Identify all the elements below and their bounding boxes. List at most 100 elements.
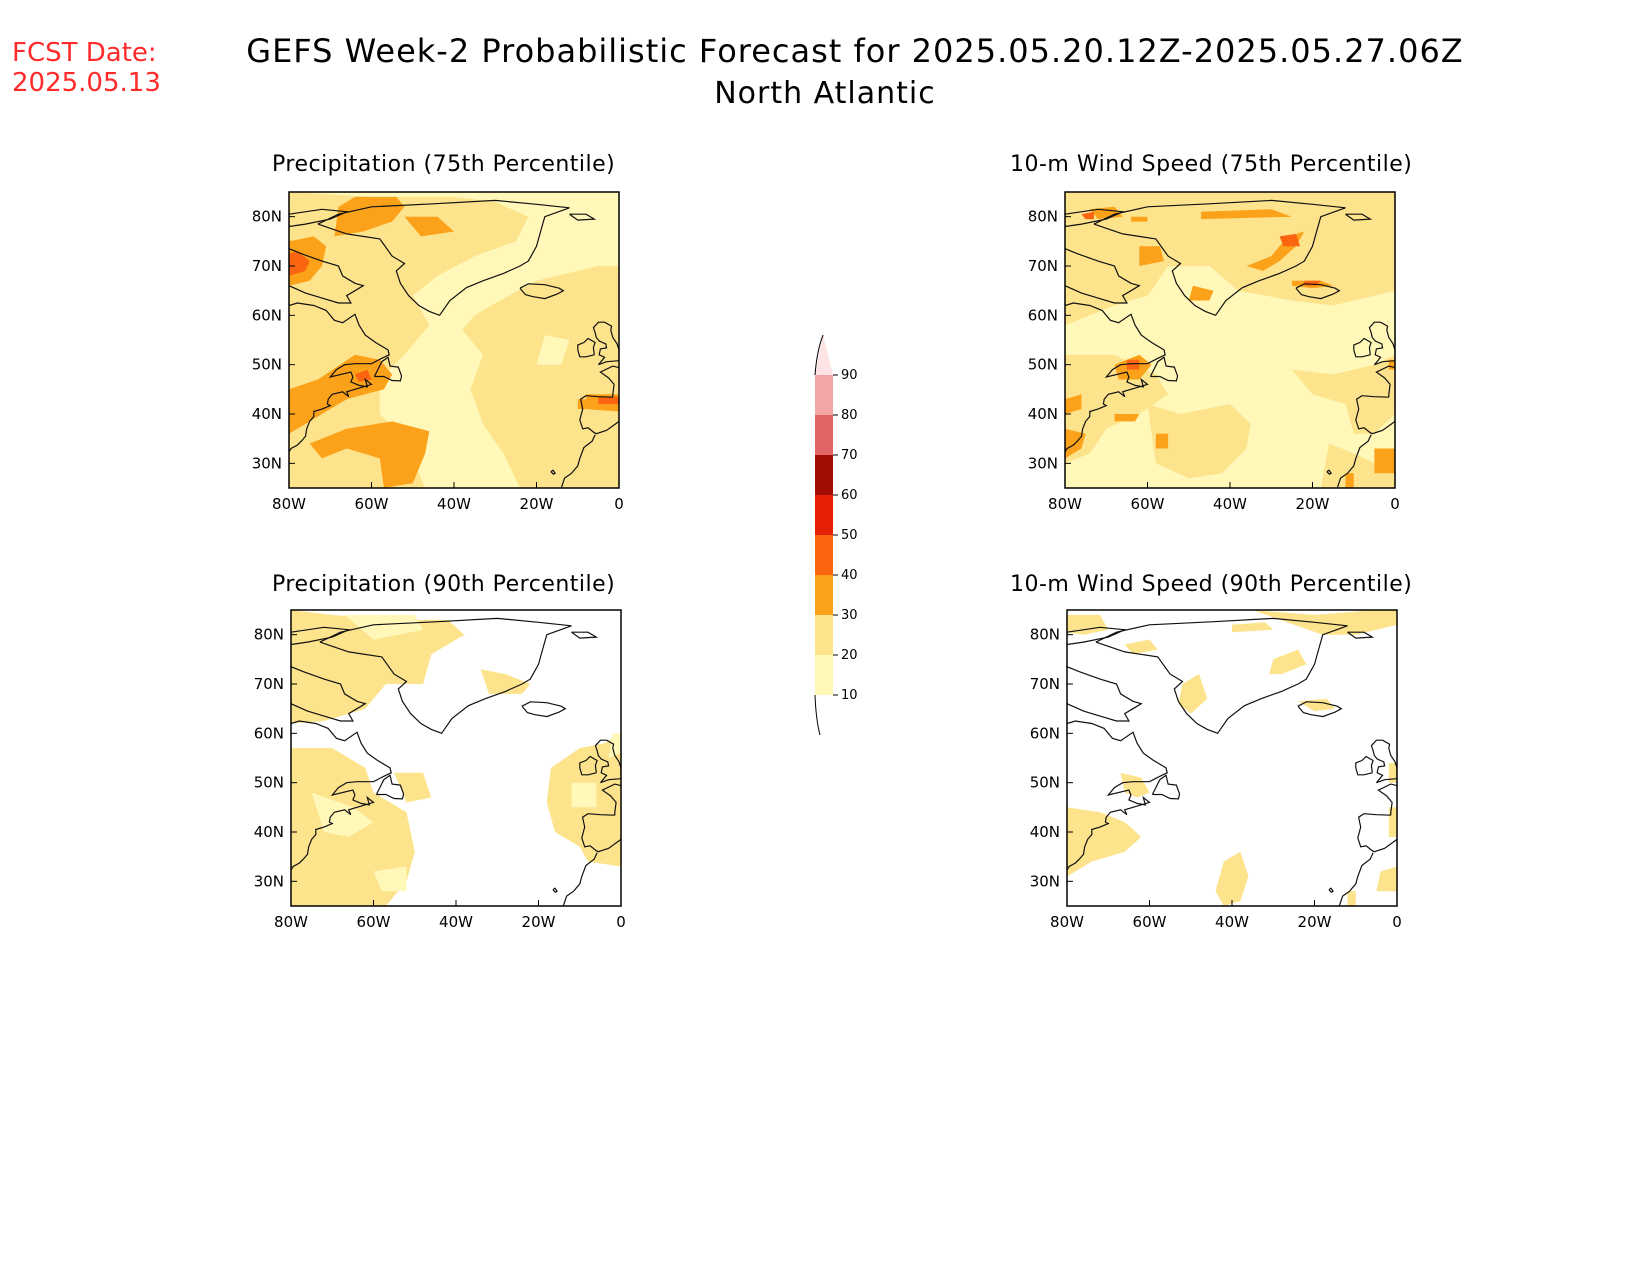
probability-shading-region [1126, 359, 1140, 370]
colorbar-segment [815, 575, 833, 615]
latitude-tick-label: 30N [254, 872, 284, 890]
probability-shading-region [1120, 772, 1150, 798]
map-panel-1: 80N 70N 60N 50N 40N 30N 80W 60W 40W 20W 0 [252, 191, 624, 513]
longitude-tick-label: 20W [1298, 913, 1332, 931]
latitude-tick-label: 40N [1030, 823, 1060, 841]
latitude-tick-label: 60N [1030, 724, 1060, 742]
coastline-ireland [1353, 337, 1372, 358]
longitude-tick-label: 80W [1048, 495, 1082, 513]
coastline-greenland [319, 617, 572, 735]
longitude-tick-label: 20W [1296, 495, 1330, 513]
longitude-tick-label: 20W [520, 495, 554, 513]
coastline-svalbard [571, 631, 599, 639]
longitude-tick-label: 40W [1215, 913, 1249, 931]
longitude-tick-label: 40W [439, 913, 473, 931]
longitude-tick-label: 80W [1050, 913, 1084, 931]
probability-shading-region [571, 782, 597, 808]
colorbar-label: 10 [841, 688, 858, 703]
colorbar-label: 90 [841, 368, 858, 383]
probability-shading-region [1147, 404, 1251, 479]
longitude-tick-label: 0 [616, 913, 626, 931]
coastline-labrador [289, 302, 390, 453]
coastline-baffin [1067, 666, 1143, 722]
probability-shading-region [1065, 394, 1082, 414]
colorbar-label: 70 [841, 448, 858, 463]
probability-shading-region [1279, 233, 1301, 247]
probability-shading-region [344, 614, 423, 640]
fcst-label: FCST Date: [12, 38, 157, 68]
probability-shading-region [495, 201, 619, 266]
coastline-ellesmere [1065, 208, 1125, 228]
coastline-africa [560, 434, 596, 488]
main-title: GEFS Week-2 Probabilistic Forecast for 2… [246, 32, 1464, 70]
probability-shading-region [355, 369, 372, 382]
colorbar-label: 80 [841, 408, 858, 423]
coastline-iceland [521, 701, 567, 718]
map-panel-2: 80N 70N 60N 50N 40N 30N 80W 60W 40W 20W 0 [1028, 191, 1400, 513]
probability-shading-region [1376, 866, 1397, 892]
probability-shading-region [1188, 285, 1214, 301]
probability-shading-region [1252, 610, 1397, 635]
colorbar-label: 60 [841, 488, 858, 503]
coastline-iceland [519, 283, 565, 300]
latitude-tick-label: 60N [252, 306, 282, 324]
coastline-france [601, 783, 621, 816]
probability-shading-region [1065, 192, 1395, 326]
latitude-tick-label: 70N [252, 257, 282, 275]
coastline-ireland [577, 337, 596, 358]
probability-shading-region [536, 335, 570, 365]
probability-shading-region [598, 396, 619, 405]
coastline-iberia [1355, 395, 1395, 435]
coastline-baffin [289, 248, 365, 304]
latitude-tick-label: 40N [1028, 405, 1058, 423]
coastline-canaries [550, 469, 556, 475]
longitude-tick-label: 0 [614, 495, 624, 513]
coastline-newfoundland [1149, 356, 1179, 382]
probability-shading-region [1178, 674, 1208, 714]
probability-shading-region [309, 421, 430, 488]
probability-shading-region [1263, 362, 1296, 390]
probability-shading-region [1269, 649, 1307, 675]
probability-shading-region [1114, 414, 1140, 422]
colorbar-segment [815, 655, 833, 695]
probability-shading-region [1347, 891, 1356, 906]
probability-shading-region [289, 192, 529, 488]
coastline-france [1377, 783, 1397, 816]
probability-shading-region [1320, 443, 1395, 488]
fcst-date: 2025.05.13 [12, 68, 161, 98]
probability-shading-region [1388, 807, 1397, 837]
probability-shading-region [1124, 639, 1158, 655]
coastline-iceland [1297, 701, 1343, 718]
longitude-tick-label: 40W [437, 495, 471, 513]
probability-shading-region [1388, 762, 1397, 783]
longitude-tick-label: 60W [357, 913, 391, 931]
latitude-tick-label: 30N [1028, 454, 1058, 472]
probability-shading-region [480, 669, 531, 694]
coastline-labrador [1065, 302, 1166, 453]
longitude-tick-label: 40W [1213, 495, 1247, 513]
coastline-france [599, 365, 619, 398]
probability-shading-region [1271, 428, 1305, 449]
colorbar-label: 20 [841, 648, 858, 663]
colorbar-segment [815, 495, 833, 535]
panel-title-precip-90: Precipitation (90th Percentile) [272, 572, 616, 597]
latitude-tick-label: 60N [1028, 306, 1058, 324]
coastline-ireland [1355, 755, 1374, 776]
panel-title-wind-90: 10-m Wind Speed (90th Percentile) [1010, 572, 1413, 597]
forecast-date-label: FCST Date: 2025.05.13 [12, 38, 161, 98]
longitude-tick-label: 80W [274, 913, 308, 931]
latitude-tick-label: 70N [1028, 257, 1058, 275]
coastline-svalbard [1347, 631, 1375, 639]
coastline-labrador [291, 720, 392, 871]
coastline-ellesmere [291, 626, 351, 646]
coastline-canaries [1326, 469, 1332, 475]
latitude-tick-label: 50N [1030, 774, 1060, 792]
latitude-tick-label: 40N [254, 823, 284, 841]
colorbar-segment [815, 535, 833, 575]
coastline-canaries [552, 887, 558, 893]
coastline-newfoundland [373, 356, 403, 382]
probability-shading-region [1081, 211, 1094, 220]
probability-shading-region [1067, 807, 1142, 877]
region-title: North Atlantic [714, 76, 936, 111]
coastline-greenland [317, 199, 570, 317]
